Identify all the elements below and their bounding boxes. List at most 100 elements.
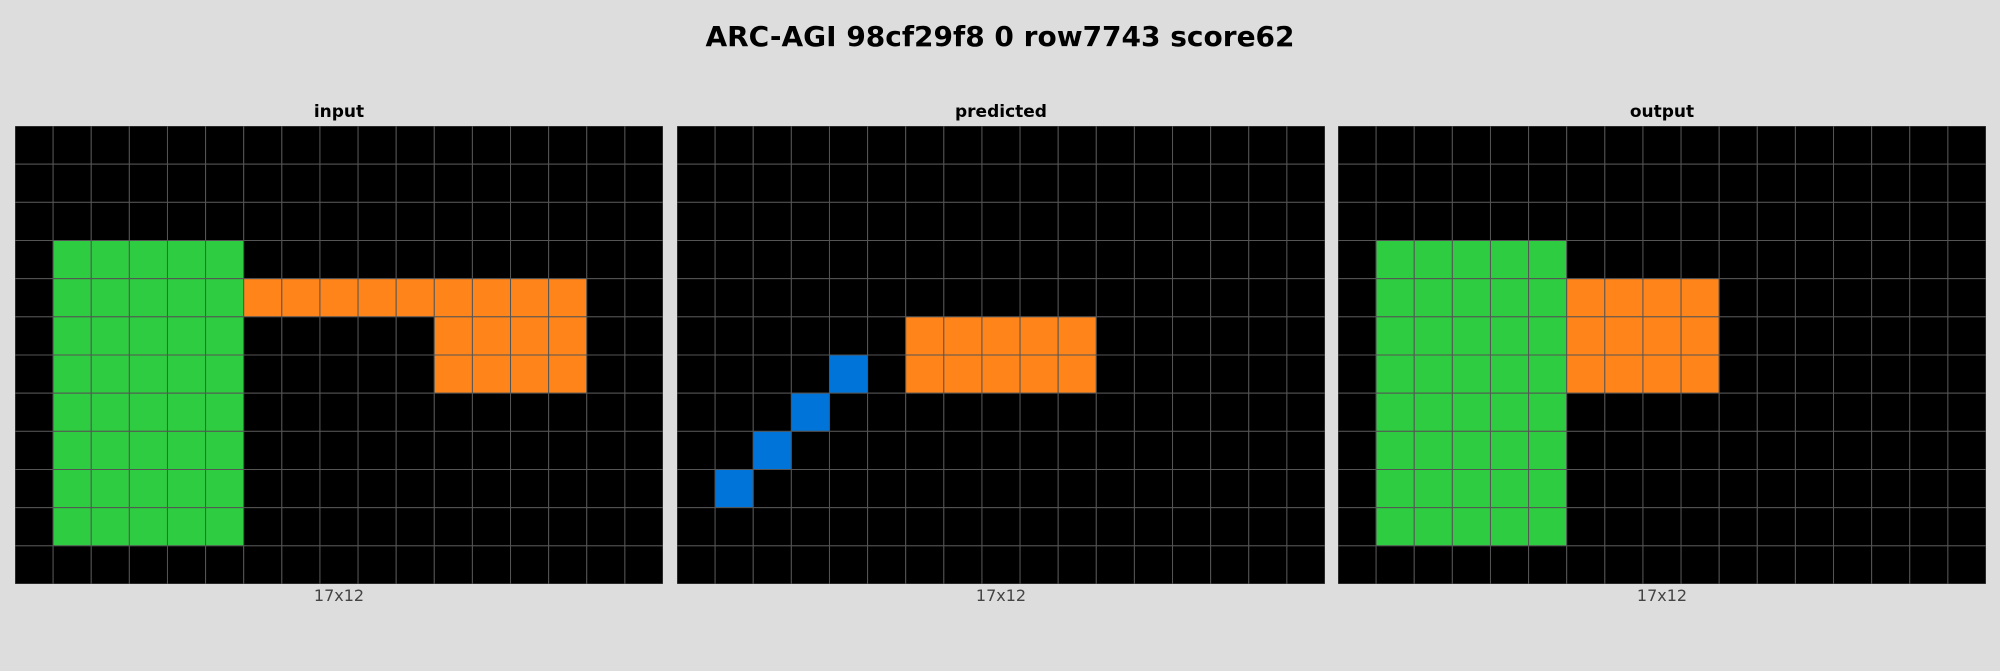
grid-cell xyxy=(1133,507,1174,547)
grid-cell xyxy=(790,392,830,432)
grid-cell xyxy=(395,316,435,356)
grid-cell xyxy=(828,316,869,356)
grid-cell xyxy=(548,354,588,394)
grid-cell xyxy=(1794,392,1835,432)
grid-cell xyxy=(1680,507,1720,547)
grid-cell xyxy=(714,392,754,432)
grid-cell xyxy=(1871,469,1911,509)
panel-label: predicted xyxy=(955,102,1047,122)
grid-cell xyxy=(319,507,359,547)
grid-cell xyxy=(1947,430,1986,471)
grid-cell xyxy=(1095,430,1135,471)
grid-cell xyxy=(510,430,550,471)
grid-cell xyxy=(752,201,792,242)
grid-cell xyxy=(1794,545,1835,584)
grid-cell xyxy=(90,469,130,509)
grid-cell xyxy=(828,278,869,318)
grid-cell xyxy=(1718,430,1758,471)
grid-cell xyxy=(243,507,283,547)
grid-cell xyxy=(677,316,716,356)
grid-cell xyxy=(1909,316,1949,356)
grid-cell xyxy=(471,430,512,471)
grid-cell xyxy=(1413,392,1453,432)
grid-cell xyxy=(166,469,207,509)
grid-cell xyxy=(52,392,92,432)
grid-cell xyxy=(1095,240,1135,280)
grid-cell xyxy=(586,163,626,203)
grid-cell xyxy=(395,163,435,203)
grid-cell xyxy=(1133,469,1174,509)
grid-cell xyxy=(1338,316,1377,356)
grid-cell xyxy=(1871,392,1911,432)
grid-cell xyxy=(586,354,626,394)
grid-cell xyxy=(943,278,983,318)
grid-cell xyxy=(395,126,435,165)
grid-cell xyxy=(15,430,54,471)
grid-cell xyxy=(905,469,945,509)
grid-cell xyxy=(867,392,907,432)
grid-cell xyxy=(243,240,283,280)
grid-cell xyxy=(1286,507,1325,547)
grid-cell xyxy=(433,354,473,394)
grid-cell xyxy=(1057,354,1097,394)
grid-cell xyxy=(1489,240,1530,280)
grid-cell xyxy=(1909,201,1949,242)
grid-cell xyxy=(281,126,321,165)
grid-cell xyxy=(1375,354,1415,394)
grid-cell xyxy=(1680,126,1720,165)
grid-cell xyxy=(281,507,321,547)
grid-cell xyxy=(752,507,792,547)
grid-cell xyxy=(128,507,168,547)
grid-cell xyxy=(1833,278,1873,318)
grid-cell xyxy=(166,430,207,471)
grid-cell xyxy=(205,201,245,242)
grid-cell xyxy=(1057,430,1097,471)
grid-cell xyxy=(1248,126,1288,165)
grid-cell xyxy=(905,392,945,432)
grid-cell xyxy=(548,240,588,280)
grid-cell xyxy=(624,316,663,356)
grid-cell xyxy=(1833,354,1873,394)
grid-cell xyxy=(1338,201,1377,242)
grid-cell xyxy=(319,163,359,203)
grid-cell xyxy=(166,392,207,432)
grid-cell xyxy=(281,392,321,432)
grid-cell xyxy=(586,201,626,242)
grid-cell xyxy=(1019,430,1059,471)
grid-cell xyxy=(1338,507,1377,547)
grid-cell xyxy=(943,545,983,584)
grid-cell xyxy=(828,201,869,242)
grid-cell xyxy=(548,201,588,242)
grid-cell xyxy=(1680,545,1720,584)
grid-cell xyxy=(1413,354,1453,394)
grid-cell xyxy=(128,126,168,165)
grid-predicted xyxy=(677,126,1325,584)
grid-cell xyxy=(1794,126,1835,165)
grid-cell xyxy=(205,278,245,318)
grid-cell xyxy=(1172,240,1212,280)
grid-cell xyxy=(1057,545,1097,584)
grid-cell xyxy=(166,278,207,318)
grid-cell xyxy=(357,163,397,203)
grid-cell xyxy=(128,163,168,203)
grid-cell xyxy=(357,240,397,280)
grid-cell xyxy=(1794,430,1835,471)
grid-cell xyxy=(1947,278,1986,318)
grid-cell xyxy=(510,316,550,356)
grid-cell xyxy=(1909,545,1949,584)
grid-cell xyxy=(319,430,359,471)
grid-cell xyxy=(52,545,92,584)
grid-cell xyxy=(52,240,92,280)
grid-cell xyxy=(90,163,130,203)
grid-cell xyxy=(1248,392,1288,432)
figure-title: ARC-AGI 98cf29f8 0 row7743 score62 xyxy=(705,20,1295,53)
grid-output xyxy=(1338,126,1986,584)
grid-dimensions: 17x12 xyxy=(313,586,365,605)
grid-cell xyxy=(510,545,550,584)
grid-cell xyxy=(943,469,983,509)
grid-cell xyxy=(128,278,168,318)
grid-cell xyxy=(128,201,168,242)
grid-cell xyxy=(1019,126,1059,165)
grid-cell xyxy=(1566,126,1606,165)
grid-cell xyxy=(166,240,207,280)
